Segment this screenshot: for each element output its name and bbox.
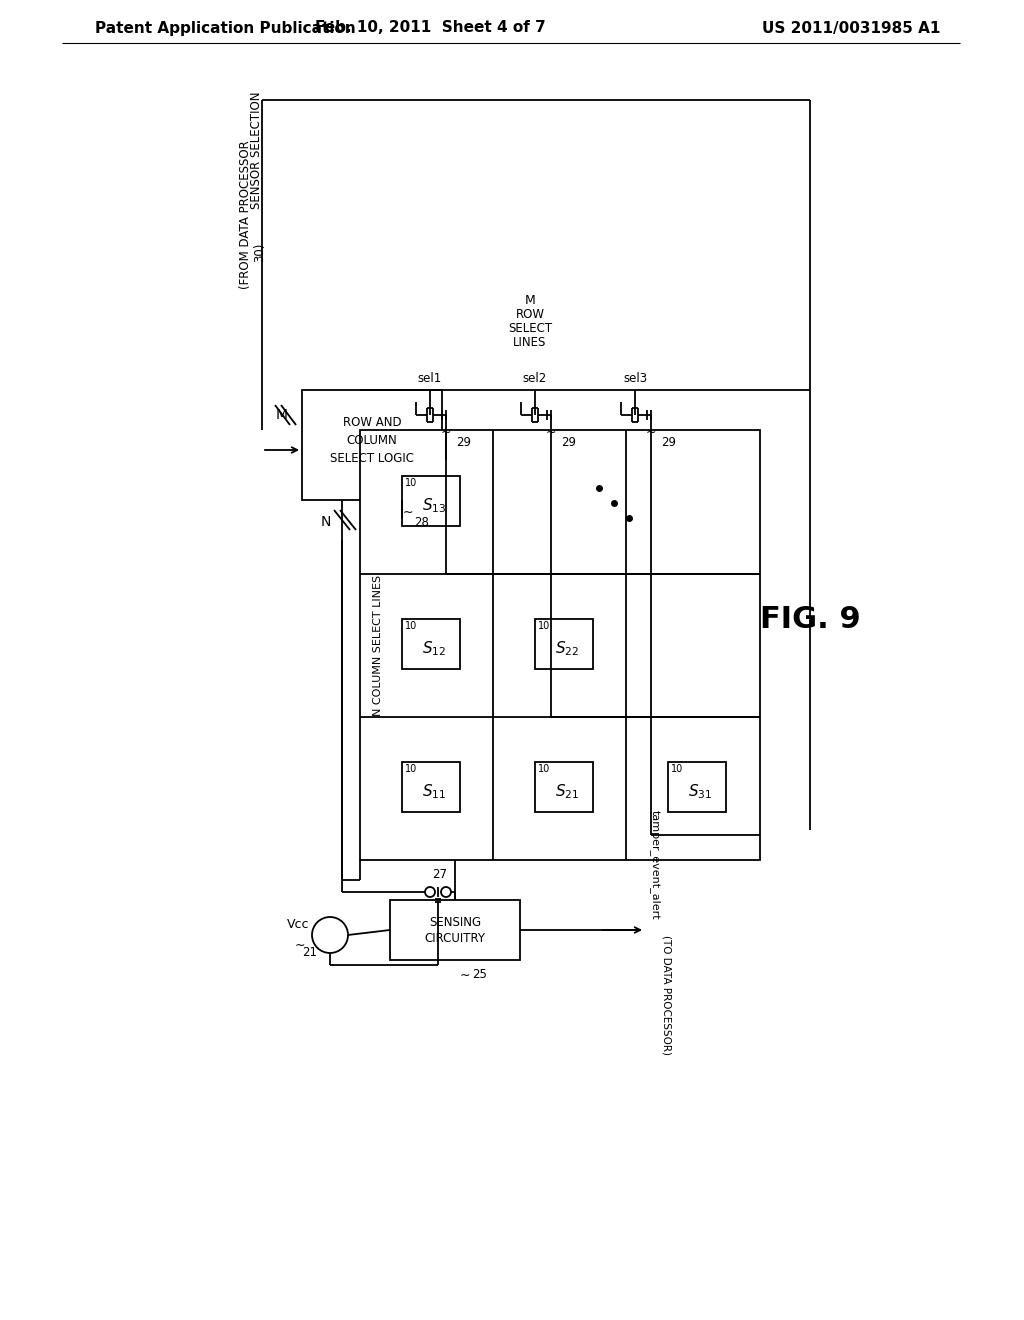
Text: M: M	[524, 293, 536, 306]
Text: US 2011/0031985 A1: US 2011/0031985 A1	[762, 21, 940, 36]
Text: ∼: ∼	[460, 969, 470, 982]
Text: ∼: ∼	[646, 425, 656, 438]
Text: 10: 10	[671, 764, 683, 774]
Text: SELECT: SELECT	[508, 322, 552, 335]
Text: $S_{21}$: $S_{21}$	[555, 783, 580, 801]
Text: FIG. 9: FIG. 9	[760, 606, 860, 635]
Text: 10: 10	[538, 620, 550, 631]
Text: 21: 21	[302, 946, 317, 960]
Text: SENSOR SELECTION: SENSOR SELECTION	[251, 91, 263, 209]
Text: $S_{12}$: $S_{12}$	[422, 640, 446, 659]
Text: 10: 10	[406, 478, 417, 488]
Text: 28: 28	[415, 516, 429, 528]
Text: (FROM DATA PROCESSOR: (FROM DATA PROCESSOR	[240, 141, 253, 289]
Text: N COLUMN SELECT LINES: N COLUMN SELECT LINES	[373, 574, 383, 715]
Bar	[360, 430, 760, 861]
Bar	[402, 762, 460, 812]
Text: 29: 29	[561, 436, 575, 449]
Text: N: N	[321, 515, 331, 529]
Text: 10: 10	[406, 620, 417, 631]
Text: ∼: ∼	[440, 425, 452, 438]
Text: SELECT LOGIC: SELECT LOGIC	[330, 451, 414, 465]
Text: $S_{22}$: $S_{22}$	[555, 640, 579, 659]
Text: LINES: LINES	[513, 337, 547, 350]
Text: ROW AND: ROW AND	[343, 416, 401, 429]
Text: 10: 10	[538, 764, 550, 774]
Text: 30): 30)	[254, 243, 266, 261]
Text: 29: 29	[662, 436, 676, 449]
Text: (TO DATA PROCESSOR): (TO DATA PROCESSOR)	[662, 935, 672, 1055]
Text: COLUMN: COLUMN	[347, 433, 397, 446]
Text: Vcc: Vcc	[287, 919, 309, 932]
Text: M: M	[276, 408, 288, 422]
Text: ROW: ROW	[515, 309, 545, 322]
Bar	[402, 619, 460, 669]
Text: Feb. 10, 2011  Sheet 4 of 7: Feb. 10, 2011 Sheet 4 of 7	[314, 21, 546, 36]
Text: sel1: sel1	[418, 371, 442, 384]
Text: $S_{13}$: $S_{13}$	[422, 496, 446, 515]
Text: CIRCUITRY: CIRCUITRY	[425, 932, 485, 945]
Bar	[402, 477, 460, 525]
Text: $S_{11}$: $S_{11}$	[422, 783, 446, 801]
Text: sel3: sel3	[623, 371, 647, 384]
Bar	[390, 900, 520, 960]
Bar	[535, 762, 593, 812]
Text: 29: 29	[456, 436, 471, 449]
Text: ∼: ∼	[402, 506, 414, 519]
Bar	[302, 389, 442, 500]
Text: ∼: ∼	[546, 425, 556, 438]
Bar	[668, 762, 726, 812]
Text: ∼: ∼	[295, 939, 305, 952]
Text: 27: 27	[432, 867, 447, 880]
Text: 10: 10	[406, 764, 417, 774]
Bar	[535, 619, 593, 669]
Text: tamper_event_alert: tamper_event_alert	[650, 810, 660, 920]
Text: Patent Application Publication: Patent Application Publication	[95, 21, 355, 36]
Text: sel2: sel2	[523, 371, 547, 384]
Text: 25: 25	[472, 969, 487, 982]
Text: $S_{31}$: $S_{31}$	[688, 783, 712, 801]
Text: SENSING: SENSING	[429, 916, 481, 928]
